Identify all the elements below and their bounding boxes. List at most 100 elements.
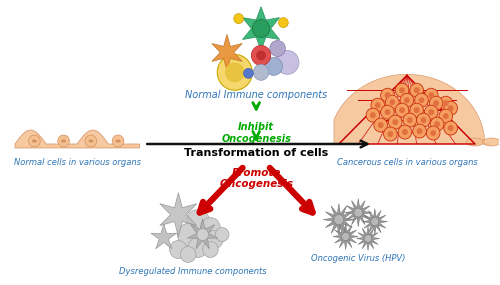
Circle shape bbox=[410, 83, 424, 97]
Circle shape bbox=[424, 105, 438, 119]
Circle shape bbox=[384, 127, 397, 141]
Polygon shape bbox=[324, 204, 354, 235]
Circle shape bbox=[278, 18, 288, 28]
Circle shape bbox=[112, 135, 124, 147]
Circle shape bbox=[443, 100, 448, 106]
Circle shape bbox=[430, 130, 436, 136]
Circle shape bbox=[256, 50, 266, 60]
Circle shape bbox=[270, 40, 285, 56]
Circle shape bbox=[443, 113, 448, 119]
Circle shape bbox=[439, 96, 452, 110]
Polygon shape bbox=[212, 34, 242, 70]
Text: Transformation of cells: Transformation of cells bbox=[184, 148, 328, 158]
Ellipse shape bbox=[116, 140, 120, 142]
Circle shape bbox=[380, 105, 394, 119]
Circle shape bbox=[216, 228, 229, 241]
Ellipse shape bbox=[61, 140, 66, 142]
Ellipse shape bbox=[32, 140, 37, 142]
Circle shape bbox=[444, 101, 458, 115]
Circle shape bbox=[58, 135, 70, 147]
Circle shape bbox=[388, 131, 394, 137]
Text: Cancerous cells in various organs: Cancerous cells in various organs bbox=[336, 158, 478, 167]
Circle shape bbox=[380, 88, 394, 102]
Circle shape bbox=[200, 218, 220, 237]
Circle shape bbox=[424, 88, 438, 102]
Circle shape bbox=[418, 97, 424, 103]
Text: Normal Immune components: Normal Immune components bbox=[185, 90, 328, 100]
Polygon shape bbox=[356, 227, 380, 251]
Circle shape bbox=[252, 46, 271, 65]
Polygon shape bbox=[362, 209, 388, 235]
Circle shape bbox=[206, 231, 223, 249]
Circle shape bbox=[399, 107, 405, 113]
Circle shape bbox=[354, 208, 362, 217]
Polygon shape bbox=[188, 219, 218, 249]
Circle shape bbox=[386, 95, 399, 109]
Circle shape bbox=[448, 125, 454, 131]
Text: Promote
Oncogenesis: Promote Oncogenesis bbox=[219, 168, 293, 190]
Polygon shape bbox=[333, 224, 358, 249]
Circle shape bbox=[426, 126, 440, 140]
Ellipse shape bbox=[466, 138, 483, 146]
Circle shape bbox=[28, 135, 40, 147]
Circle shape bbox=[448, 105, 454, 111]
Circle shape bbox=[378, 122, 384, 128]
Circle shape bbox=[416, 128, 422, 134]
Circle shape bbox=[430, 96, 443, 110]
Circle shape bbox=[400, 93, 413, 107]
Circle shape bbox=[413, 124, 426, 138]
Circle shape bbox=[430, 117, 444, 131]
Polygon shape bbox=[242, 7, 280, 50]
Circle shape bbox=[388, 115, 402, 129]
Circle shape bbox=[374, 118, 388, 132]
Circle shape bbox=[202, 241, 218, 257]
Polygon shape bbox=[344, 199, 372, 227]
Circle shape bbox=[414, 87, 420, 93]
Text: Oncogenic Virus (HPV): Oncogenic Virus (HPV) bbox=[311, 255, 406, 263]
Polygon shape bbox=[15, 130, 140, 148]
Circle shape bbox=[428, 92, 434, 98]
Circle shape bbox=[276, 50, 299, 74]
Polygon shape bbox=[160, 193, 197, 237]
Circle shape bbox=[254, 64, 269, 80]
Circle shape bbox=[428, 109, 434, 115]
Circle shape bbox=[402, 129, 408, 135]
Circle shape bbox=[434, 121, 440, 127]
Circle shape bbox=[342, 232, 349, 241]
Text: Normal cells in various organs: Normal cells in various organs bbox=[14, 158, 140, 167]
Circle shape bbox=[395, 83, 409, 97]
Circle shape bbox=[364, 235, 372, 242]
Text: Inhibit
Oncogenesis: Inhibit Oncogenesis bbox=[221, 122, 291, 144]
Circle shape bbox=[398, 125, 412, 139]
Circle shape bbox=[265, 57, 282, 75]
Circle shape bbox=[404, 97, 410, 103]
Circle shape bbox=[439, 109, 452, 123]
Circle shape bbox=[366, 108, 380, 122]
Circle shape bbox=[170, 241, 187, 258]
Ellipse shape bbox=[483, 138, 500, 146]
Circle shape bbox=[188, 237, 208, 257]
Circle shape bbox=[252, 20, 270, 38]
Circle shape bbox=[420, 117, 426, 123]
Circle shape bbox=[384, 109, 390, 115]
Circle shape bbox=[410, 103, 424, 117]
Circle shape bbox=[375, 102, 380, 108]
Circle shape bbox=[186, 210, 210, 233]
Circle shape bbox=[180, 247, 196, 262]
Circle shape bbox=[384, 92, 390, 98]
Circle shape bbox=[225, 62, 244, 82]
Circle shape bbox=[395, 103, 409, 117]
Circle shape bbox=[218, 54, 252, 90]
Circle shape bbox=[371, 98, 384, 112]
Circle shape bbox=[399, 87, 405, 93]
Polygon shape bbox=[151, 224, 176, 249]
Circle shape bbox=[234, 14, 243, 24]
Circle shape bbox=[414, 107, 420, 113]
Circle shape bbox=[414, 93, 428, 107]
Circle shape bbox=[444, 121, 458, 135]
Circle shape bbox=[416, 113, 430, 127]
Circle shape bbox=[197, 229, 208, 241]
Circle shape bbox=[85, 135, 96, 147]
Text: Dysregulated Immune components: Dysregulated Immune components bbox=[119, 267, 267, 276]
Circle shape bbox=[178, 224, 199, 245]
